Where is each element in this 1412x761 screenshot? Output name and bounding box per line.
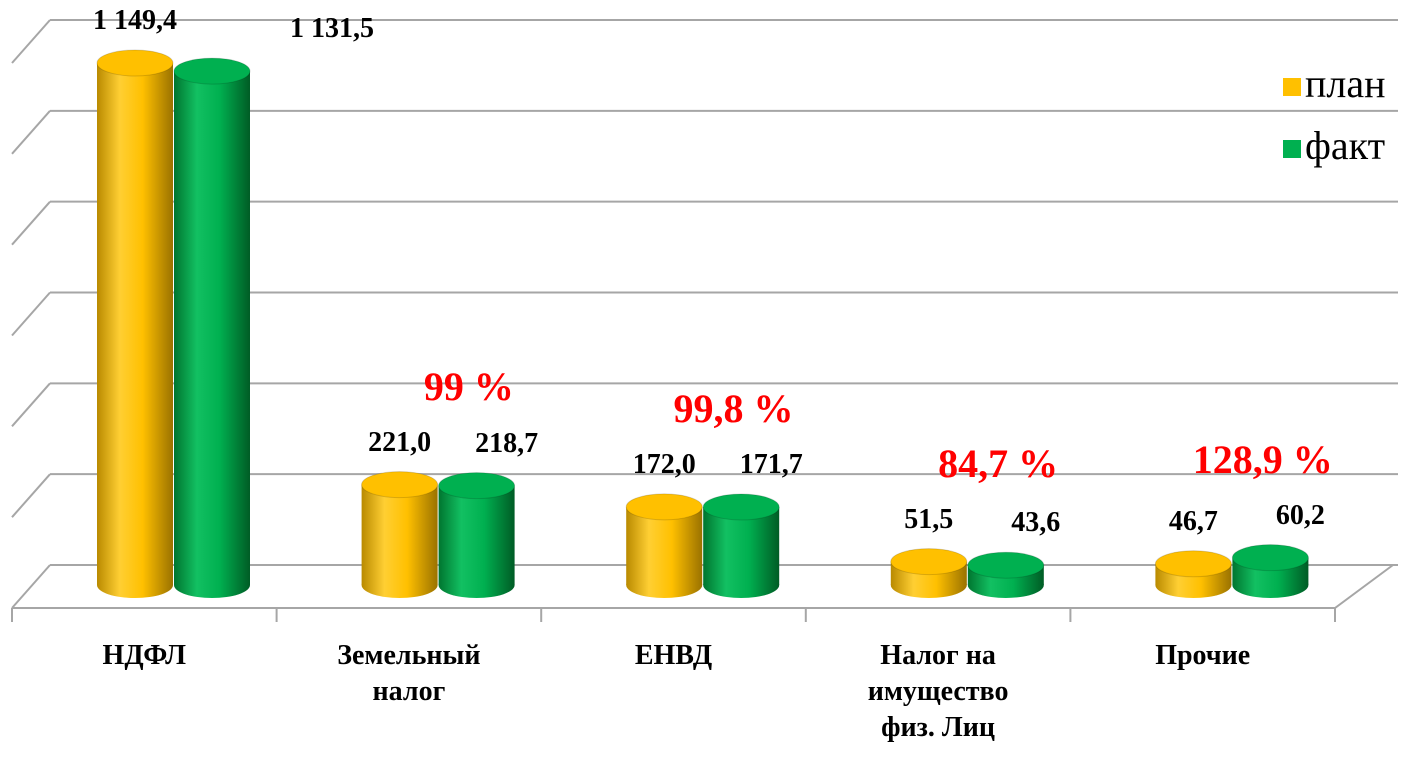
value-label: 1 149,4 [93,4,177,36]
annotation: 99,8 % [673,385,794,431]
x-tick-label: Налог на имущество физ. Лиц [867,640,1009,743]
bar [967,551,1045,598]
value-label: 221,0 [368,426,432,458]
value-label: 1 131,5 [290,13,374,45]
bar-body [438,485,515,585]
grid-line [11,200,1398,246]
annotation: 84,7 % [938,440,1059,486]
bar-top [702,493,780,521]
bar-top [438,472,516,500]
grid-side [11,201,51,246]
bar [890,548,968,598]
x-tick-label: Прочие [1155,640,1251,671]
bar [438,472,516,598]
bar-top [173,57,251,85]
bar-top [96,49,174,77]
grid-line [11,382,1398,427]
bar-top [967,551,1045,579]
value-label: 172,0 [632,448,696,480]
bar [1231,544,1309,598]
value-label: 60,2 [1275,499,1325,531]
grid-side [11,110,51,155]
grid-side [11,19,51,64]
bar-body [174,71,250,586]
value-label: 46,7 [1168,505,1218,537]
legend-swatch [1283,78,1301,96]
legend-label: факт [1305,123,1386,168]
x-tick-label: НДФЛ [102,640,187,671]
bar [625,493,703,598]
grid-line [11,473,1398,518]
grid-side [11,382,51,427]
x-tick-label: ЕНВД [634,640,713,671]
bar [361,471,439,598]
bar-body [97,62,173,585]
grid-side [11,291,51,337]
value-label: 43,6 [1011,507,1061,539]
bar [1154,550,1232,598]
bar-top [1231,544,1309,572]
annotation: 128,9 % [1192,436,1333,482]
grid-side [11,564,51,609]
bar [173,57,251,598]
value-label: 218,7 [475,427,539,459]
grid-line [11,109,1398,155]
value-label: 171,7 [739,449,803,481]
grid-line [11,19,1398,64]
value-label: 51,5 [904,503,954,535]
bar-top [890,548,968,576]
bar-top [625,493,703,521]
grid-line [11,291,1398,337]
bar-top [361,471,439,499]
legend-swatch [1283,140,1301,158]
legend-label: план [1305,61,1386,106]
bar-body [626,506,703,585]
grid-side [11,473,51,518]
bar [702,493,780,598]
x-tick-label: Земельный налог [337,640,481,707]
annotation: 99 % [423,363,514,409]
bar-top [1154,550,1232,578]
bar-body [361,484,438,585]
bar [96,49,174,598]
